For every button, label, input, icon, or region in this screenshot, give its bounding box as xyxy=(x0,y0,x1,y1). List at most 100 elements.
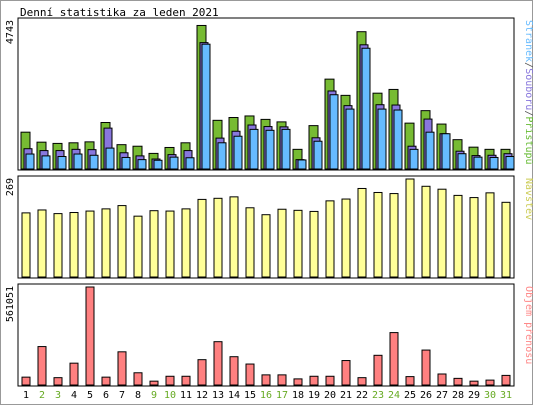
bar-Návštěv-day-17 xyxy=(277,208,287,278)
x-tick-label: 12 xyxy=(196,390,208,401)
x-tick-label: 10 xyxy=(164,390,176,401)
bar-Návštěv-day-12 xyxy=(197,198,207,278)
x-tick-label: 21 xyxy=(340,390,352,401)
bar-Stránek-day-20 xyxy=(329,94,339,170)
x-tick-label: 4 xyxy=(71,390,77,401)
bar-Objem přenosu-day-14 xyxy=(229,356,239,386)
x-tick-label: 26 xyxy=(420,390,432,401)
bar-Objem přenosu-day-5 xyxy=(85,286,95,386)
bar-Návštěv-day-2 xyxy=(37,209,47,278)
bar-Stránek-day-22 xyxy=(361,47,371,170)
series-Objem přenosu xyxy=(21,286,511,386)
x-tick-label: 17 xyxy=(276,390,288,401)
x-tick-label: 6 xyxy=(103,390,109,401)
legend-entry: / xyxy=(523,110,533,116)
bar-Stránek-day-10 xyxy=(169,156,179,170)
bar-Návštěv-day-8 xyxy=(133,215,143,278)
x-tick-label: 22 xyxy=(356,390,368,401)
x-tick-label: 14 xyxy=(228,390,240,401)
bar-Návštěv-day-25 xyxy=(405,178,415,278)
bar-Stránek-day-12 xyxy=(201,43,211,170)
panel-frame xyxy=(17,283,515,387)
x-tick-label: 1 xyxy=(23,390,29,401)
bar-Objem přenosu-day-10 xyxy=(165,375,175,386)
bar-Objem přenosu-day-13 xyxy=(213,341,223,386)
bar-Návštěv-day-16 xyxy=(261,214,271,278)
series-Návštěv xyxy=(21,178,511,278)
bar-Objem přenosu-day-3 xyxy=(53,377,63,386)
bar-Objem přenosu-day-7 xyxy=(117,351,127,386)
bar-Stránek-day-11 xyxy=(185,157,195,170)
x-tick-label: 5 xyxy=(87,390,93,401)
x-axis-day-labels: 1 2 3 4 5 6 7 8 9 10 11 12 13 14 15 16 17 18 19 20 21 22 23 24 2… xyxy=(23,390,512,401)
bar-Návštěv-day-19 xyxy=(309,210,319,278)
bar-Návštěv-day-26 xyxy=(421,185,431,278)
bar-Návštěv-day-1 xyxy=(21,212,31,278)
chart-title: Denní statistika za leden 2021 xyxy=(20,6,219,19)
x-tick-label: 19 xyxy=(308,390,320,401)
y-max-label: 4743 xyxy=(5,20,16,44)
bar-Návštěv-day-15 xyxy=(245,207,255,278)
x-tick-label: 3 xyxy=(55,390,61,401)
bar-Objem přenosu-day-8 xyxy=(133,372,143,386)
bar-Objem přenosu-day-27 xyxy=(437,373,447,386)
bar-Stránek-day-6 xyxy=(105,147,115,170)
bar-Objem přenosu-day-24 xyxy=(389,332,399,386)
bar-Stránek-day-13 xyxy=(217,142,227,170)
bar-Návštěv-day-27 xyxy=(437,188,447,278)
legend-entry: Objem přenosu xyxy=(523,286,533,364)
bar-Návštěv-day-14 xyxy=(229,196,239,278)
panel-volume: 561051 Objem přenosu xyxy=(5,283,533,387)
x-tick-label: 16 xyxy=(260,390,272,401)
panel-legend: Návštěv xyxy=(523,178,533,220)
bar-Objem přenosu-day-22 xyxy=(357,377,367,386)
x-tick-label: 30 xyxy=(484,390,496,401)
x-tick-label: 8 xyxy=(135,390,141,401)
x-tick-label: 9 xyxy=(151,390,157,401)
x-tick-label: 27 xyxy=(436,390,448,401)
panel-visits: 269 Návštěv xyxy=(5,175,533,279)
x-tick-label: 31 xyxy=(500,390,512,401)
bar-Návštěv-day-28 xyxy=(453,194,463,278)
bar-Objem přenosu-day-17 xyxy=(277,374,287,386)
panel-legend: Objem přenosu xyxy=(523,286,533,364)
bar-Objem přenosu-day-19 xyxy=(309,375,319,386)
x-tick-label: 29 xyxy=(468,390,480,401)
bar-Stránek-day-27 xyxy=(441,133,451,170)
bar-Stránek-day-18 xyxy=(297,159,307,170)
bar-Objem přenosu-day-1 xyxy=(21,376,31,386)
bar-Stránek-day-23 xyxy=(377,108,387,170)
bar-Objem přenosu-day-15 xyxy=(245,363,255,386)
bar-Návštěv-day-24 xyxy=(389,193,399,278)
bar-Objem přenosu-day-2 xyxy=(37,346,47,386)
x-tick-label: 28 xyxy=(452,390,464,401)
bar-Stránek-day-7 xyxy=(121,156,131,170)
bar-Návštěv-day-11 xyxy=(181,208,191,278)
bar-Objem přenosu-day-31 xyxy=(501,374,511,386)
bar-Stránek-day-16 xyxy=(265,129,275,170)
bar-Objem přenosu-day-29 xyxy=(469,380,479,386)
bar-Návštěv-day-21 xyxy=(341,198,351,278)
bar-Stránek-day-17 xyxy=(281,128,291,170)
legend-entry: Stránek xyxy=(523,20,533,62)
bar-Objem přenosu-day-25 xyxy=(405,376,415,386)
bar-Objem přenosu-day-4 xyxy=(69,362,79,386)
x-tick-label: 11 xyxy=(180,390,192,401)
bar-Stránek-day-5 xyxy=(89,154,99,170)
bar-Stránek-day-28 xyxy=(457,153,467,170)
bar-Návštěv-day-20 xyxy=(325,200,335,278)
bar-Objem přenosu-day-30 xyxy=(485,379,495,386)
bar-Návštěv-day-3 xyxy=(53,213,63,278)
bar-Návštěv-day-10 xyxy=(165,210,175,278)
bar-Návštěv-day-29 xyxy=(469,197,479,278)
bar-Stránek-day-31 xyxy=(505,156,515,170)
bar-Stránek-day-14 xyxy=(233,135,243,170)
x-tick-label: 18 xyxy=(292,390,304,401)
bar-Stránek-day-25 xyxy=(409,148,419,170)
y-max-label: 269 xyxy=(5,178,16,196)
panel-legend: Stránek/Souborů/Přístupů xyxy=(523,20,533,165)
bar-Návštěv-day-18 xyxy=(293,209,303,278)
legend-entry: Přístupů xyxy=(523,116,533,164)
